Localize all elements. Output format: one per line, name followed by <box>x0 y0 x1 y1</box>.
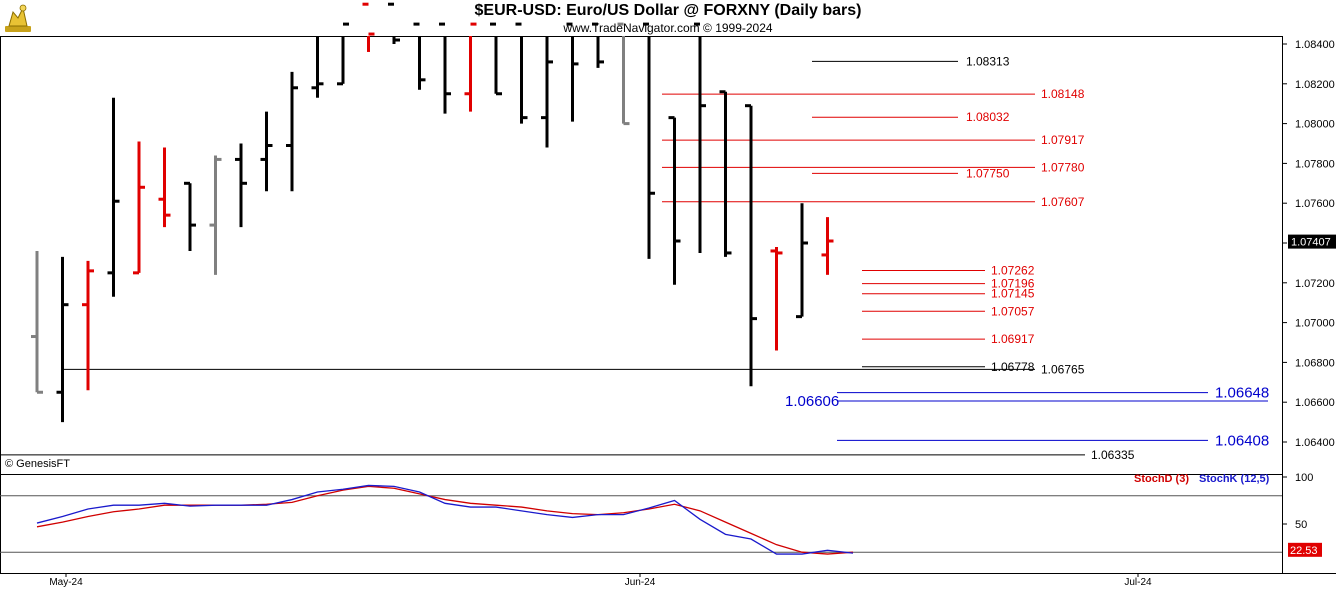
ohlc-bar <box>617 22 630 126</box>
ohlc-bar <box>158 147 171 228</box>
x-tick-label: Jun-24 <box>625 577 656 588</box>
stoch-y-tick-label: 100 <box>1295 472 1313 484</box>
ohlc-bar <box>490 22 502 96</box>
stoch-d-line <box>36 485 854 555</box>
level-label: 1.07750 <box>966 166 1010 180</box>
level-label: 1.06335 <box>1091 448 1135 462</box>
stoch-panel-border <box>0 474 1283 574</box>
y-tick-label: 1.06400 <box>1295 437 1335 449</box>
level-label: 1.07607 <box>1041 195 1085 209</box>
y-tick-label: 1.06800 <box>1295 357 1335 369</box>
last-price-badge <box>1288 234 1336 249</box>
ohlc-bar <box>235 143 247 228</box>
level-label: 1.06917 <box>991 332 1035 346</box>
level-label: 1.07780 <box>1041 160 1085 174</box>
level-label: 1.07145 <box>991 287 1035 301</box>
ohlc-bar <box>541 36 553 148</box>
chart-header: $EUR-USD: Euro/US Dollar @ FORXNY (Daily… <box>0 0 1336 36</box>
level-label: 1.08032 <box>966 110 1010 124</box>
ohlc-bar <box>694 22 706 253</box>
ohlc-bar <box>56 256 69 423</box>
ohlc-bar <box>337 22 349 86</box>
level-label: 1.06648 <box>1215 385 1269 402</box>
level-label: 1.07917 <box>1041 133 1085 147</box>
level-label: 1.06778 <box>991 360 1035 374</box>
ohlc-bar <box>745 104 757 387</box>
stoch-last-label: 22.53 <box>1290 545 1318 557</box>
gold-bull-logo-icon <box>5 4 31 32</box>
ohlc-bar <box>82 260 94 391</box>
x-tick-label: Jul-24 <box>1124 577 1152 588</box>
ohlc-bar <box>592 22 604 68</box>
chart-title: $EUR-USD: Euro/US Dollar @ FORXNY (Daily… <box>474 2 862 19</box>
level-label: 1.06765 <box>1041 362 1085 376</box>
ohlc-bar <box>643 22 655 259</box>
ohlc-bar <box>31 250 43 394</box>
ohlc-bar <box>719 90 732 257</box>
y-tick-label: 1.07000 <box>1295 318 1335 330</box>
ohlc-bar <box>388 2 400 44</box>
y-tick-label: 1.08000 <box>1295 119 1335 131</box>
x-tick-label: May-24 <box>49 577 83 588</box>
y-tick-label: 1.08200 <box>1295 79 1335 91</box>
ohlc-bar <box>464 22 477 112</box>
watermark-text: © GenesisFT <box>5 458 70 470</box>
y-tick-label: 1.06600 <box>1295 397 1335 409</box>
ohlc-bar <box>796 203 808 319</box>
ohlc-bar <box>362 2 375 52</box>
ohlc-bar <box>107 97 120 297</box>
ohlc-bar <box>133 141 145 275</box>
ohlc-bar <box>439 22 451 114</box>
ohlc-bar <box>209 155 222 275</box>
stoch-legend-entry: StochK (12,5) <box>1199 473 1270 485</box>
level-label: 1.06408 <box>1215 432 1269 449</box>
chart-subtitle: www.TradeNavigator.com © 1999-2024 <box>563 21 773 35</box>
stoch-legend-entry: StochD (3) <box>1134 473 1189 485</box>
stoch-last-badge <box>1288 542 1322 557</box>
level-label: 1.07196 <box>991 277 1035 291</box>
ohlc-bar <box>184 181 196 251</box>
ohlc-bar <box>668 116 681 285</box>
level-label: 1.07262 <box>991 263 1035 277</box>
y-tick-label: 1.07800 <box>1295 158 1335 170</box>
ohlc-bar <box>821 217 834 275</box>
stoch-k-line <box>36 484 854 555</box>
ohlc-bar <box>770 246 783 351</box>
y-tick-label: 1.08400 <box>1295 39 1335 51</box>
y-tick-label: 1.07200 <box>1295 278 1335 290</box>
ohlc-bar <box>566 22 579 122</box>
last-price-label: 1.07407 <box>1291 237 1331 249</box>
y-tick-label: 1.07600 <box>1295 198 1335 210</box>
level-label: 1.07057 <box>991 304 1035 318</box>
ohlc-bar <box>311 36 324 98</box>
ohlc-bar <box>515 22 528 124</box>
price-panel-border <box>0 36 1283 475</box>
stoch-y-tick-label: 50 <box>1295 519 1307 531</box>
ohlc-bar <box>260 111 273 192</box>
level-label: 1.08313 <box>966 54 1010 68</box>
level-label: 1.08148 <box>1041 87 1085 101</box>
level-label: 1.06606 <box>785 393 839 410</box>
ohlc-bar <box>413 22 426 90</box>
ohlc-bar <box>286 71 298 192</box>
